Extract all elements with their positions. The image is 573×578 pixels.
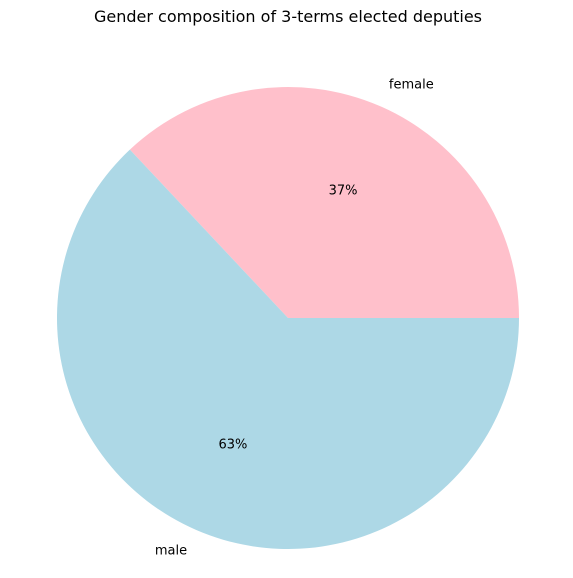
pie-labels: female 37% male 63% (155, 77, 434, 558)
slice-label-male: male (155, 544, 187, 559)
chart-title: Gender composition of 3-terms elected de… (94, 7, 482, 26)
slice-label-female: female (389, 77, 434, 92)
slice-percent-female: 37% (329, 183, 358, 198)
pie-slices (56, 87, 520, 550)
pie-slice-male (56, 149, 520, 550)
slice-percent-male: 63% (219, 438, 248, 453)
pie-slice-female (129, 87, 519, 318)
